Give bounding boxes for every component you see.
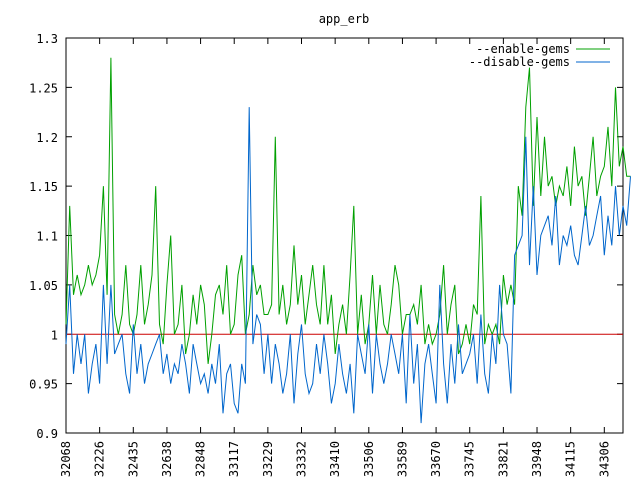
y-tick-label: 1.3 bbox=[36, 32, 58, 46]
x-tick-label: 33745 bbox=[463, 441, 477, 477]
series-line-enable-gems bbox=[65, 57, 631, 364]
y-tick-label: 1.25 bbox=[29, 81, 58, 95]
x-tick-label: 33229 bbox=[261, 441, 275, 477]
y-tick-label: 1.2 bbox=[36, 131, 58, 145]
x-tick-label: 33332 bbox=[295, 441, 309, 477]
x-tick-label: 33821 bbox=[496, 441, 510, 477]
x-tick-label: 33948 bbox=[530, 441, 544, 477]
x-tick-label: 34115 bbox=[564, 441, 578, 477]
x-tick-label: 32435 bbox=[126, 441, 140, 477]
x-axis: 32068 32226 32435 32638 32848 33117 33229 33332… bbox=[59, 38, 611, 477]
x-tick-label: 33670 bbox=[429, 441, 443, 477]
y-tick-label: 1.15 bbox=[29, 180, 58, 194]
x-tick-label: 34306 bbox=[597, 441, 611, 477]
plot-area bbox=[65, 37, 624, 434]
series-line-disable-gems bbox=[65, 107, 631, 424]
x-tick-label: 32068 bbox=[59, 441, 73, 477]
legend-label: --disable-gems bbox=[469, 55, 570, 69]
x-tick-label: 32638 bbox=[160, 441, 174, 477]
x-tick-label: 32848 bbox=[194, 441, 208, 477]
x-tick-label: 33589 bbox=[395, 441, 409, 477]
y-tick-label: 1 bbox=[51, 328, 58, 342]
y-axis: 0.9 0.95 1 1.05 1.1 1.15 1.2 1.25 1.3 bbox=[29, 32, 623, 441]
x-tick-label: 33117 bbox=[227, 441, 241, 477]
plot-lines bbox=[65, 57, 631, 424]
y-tick-label: 0.9 bbox=[36, 427, 58, 441]
legend-label: --enable-gems bbox=[476, 42, 570, 56]
y-tick-label: 1.05 bbox=[29, 279, 58, 293]
x-tick-label: 33410 bbox=[328, 441, 342, 477]
y-tick-label: 1.1 bbox=[36, 230, 58, 244]
x-tick-label: 33506 bbox=[362, 441, 376, 477]
chart-title: app_erb bbox=[319, 12, 370, 26]
x-tick-label: 32226 bbox=[93, 441, 107, 477]
y-tick-label: 0.95 bbox=[29, 378, 58, 392]
legend: --enable-gems--disable-gems bbox=[469, 42, 610, 69]
